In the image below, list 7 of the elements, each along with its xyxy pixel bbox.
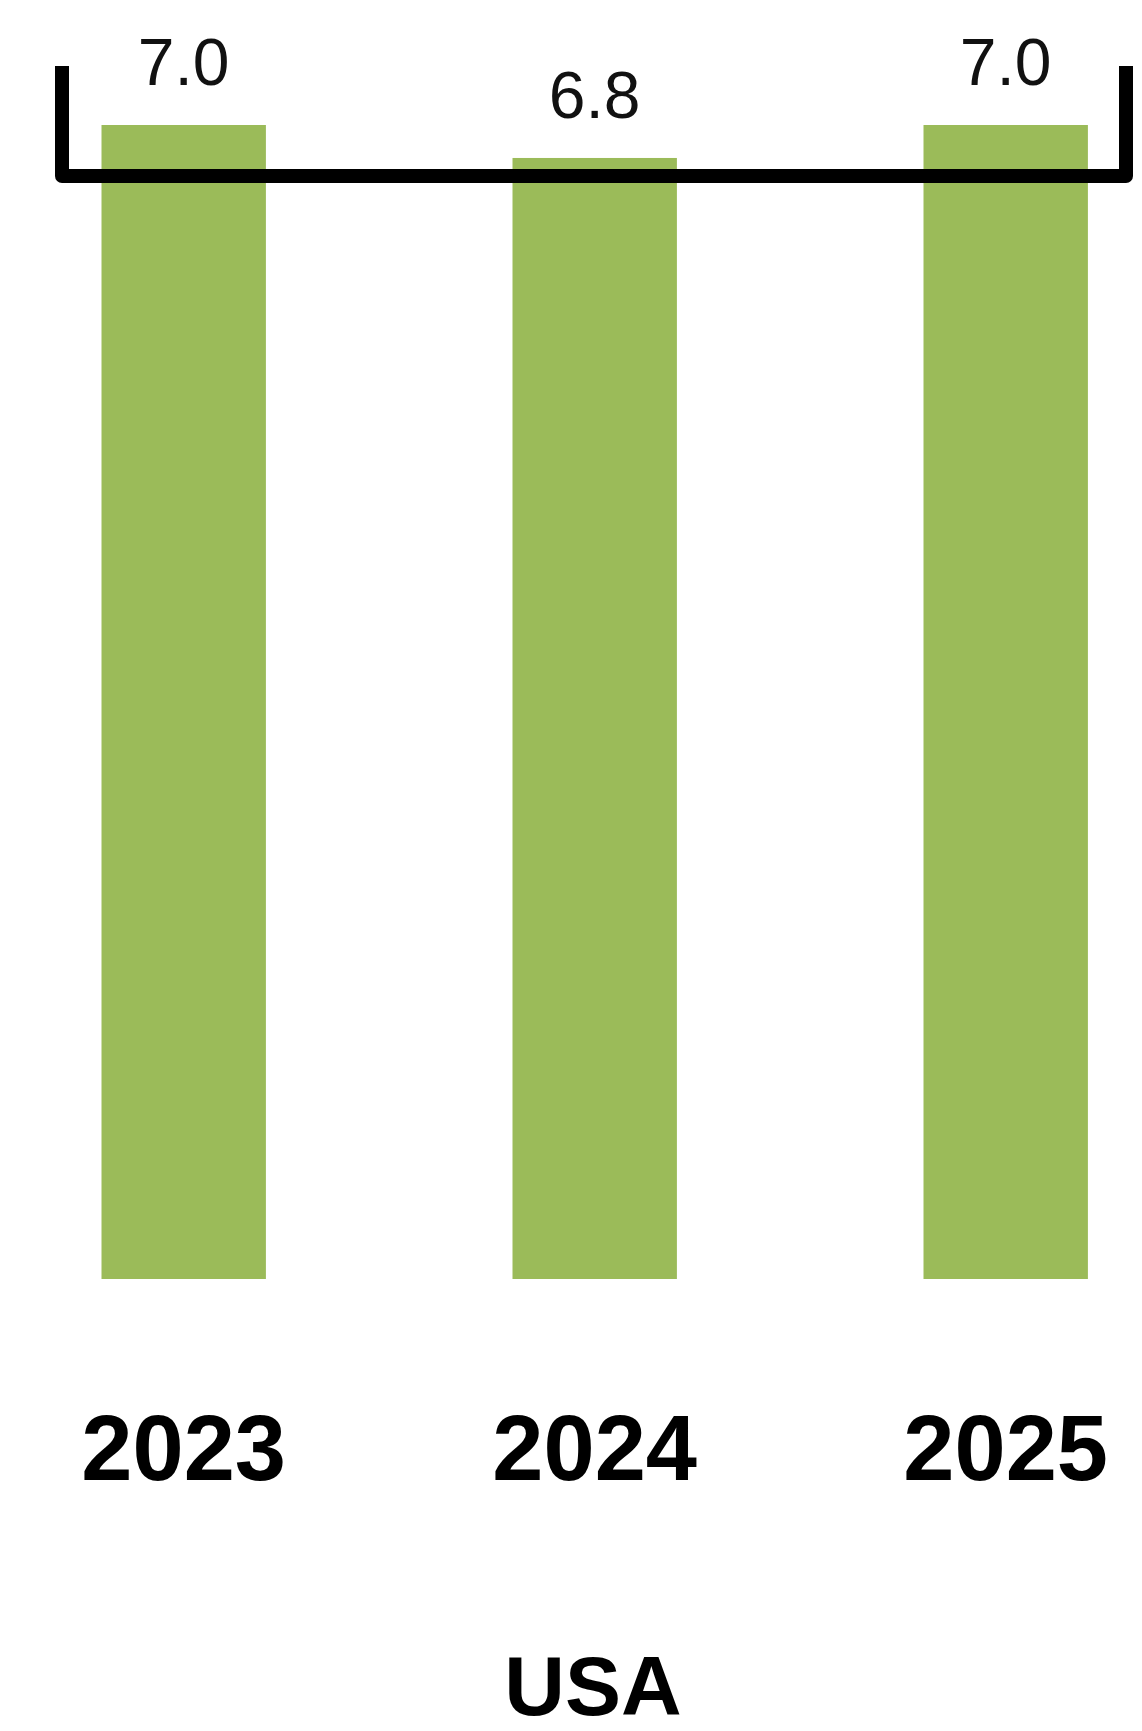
- data-label: 6.8: [548, 57, 641, 132]
- x-tick-label: 2023: [81, 1397, 287, 1499]
- x-tick-label: 2025: [903, 1397, 1109, 1499]
- data-label: 7.0: [137, 25, 230, 99]
- data-label: 7.0: [959, 25, 1052, 99]
- x-axis-title: USA: [504, 1639, 682, 1731]
- x-tick-label: 2024: [492, 1397, 698, 1499]
